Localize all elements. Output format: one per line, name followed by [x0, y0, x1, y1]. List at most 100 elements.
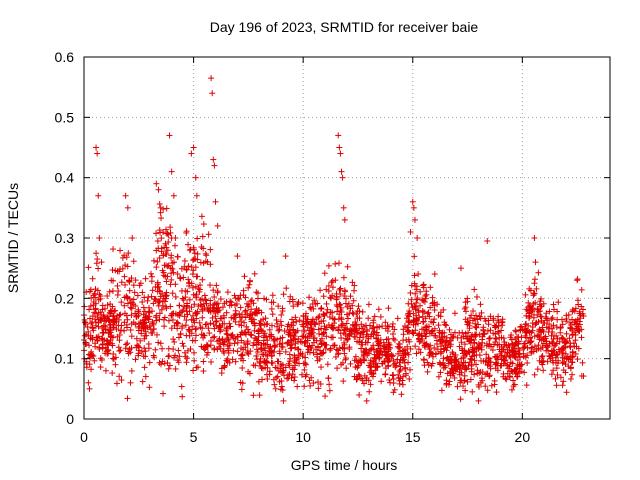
data-point [361, 372, 368, 379]
data-point [203, 321, 210, 328]
data-point [512, 327, 519, 334]
data-point [247, 348, 254, 355]
data-point [109, 287, 116, 294]
data-point-outlier [188, 150, 195, 157]
data-point [177, 275, 184, 282]
data-point [255, 339, 262, 346]
x-tick-label: 0 [80, 429, 88, 445]
data-point [90, 327, 97, 334]
data-point-outlier [166, 132, 173, 139]
data-point [207, 320, 214, 327]
data-point [145, 345, 152, 352]
data-point [373, 329, 380, 336]
data-point [232, 318, 239, 325]
data-point [218, 370, 225, 377]
data-point [530, 290, 537, 297]
data-point [133, 335, 140, 342]
data-point [163, 205, 170, 212]
data-point [464, 295, 471, 302]
data-point [458, 355, 465, 362]
data-point [447, 358, 454, 365]
data-point [89, 275, 96, 282]
data-point [109, 355, 116, 362]
data-point [512, 328, 519, 335]
data-point [274, 336, 281, 343]
data-point [427, 284, 434, 291]
data-point [132, 277, 139, 284]
data-point [139, 289, 146, 296]
data-point [93, 250, 100, 257]
data-point [310, 380, 317, 387]
data-point [189, 337, 196, 344]
data-point [157, 288, 164, 295]
data-point [186, 308, 193, 315]
data-point [444, 370, 451, 377]
data-point [439, 337, 446, 344]
data-point [194, 273, 201, 280]
data-point [107, 307, 114, 314]
data-point [293, 356, 300, 363]
data-point [555, 346, 562, 353]
data-point [183, 359, 190, 366]
data-point [351, 287, 358, 294]
data-point [277, 361, 284, 368]
data-point [464, 378, 471, 385]
data-point [165, 317, 172, 324]
data-point [376, 355, 383, 362]
data-point [142, 348, 149, 355]
data-point [567, 375, 574, 382]
data-point [326, 387, 333, 394]
data-point [266, 368, 273, 375]
data-point [363, 331, 370, 338]
data-point [150, 300, 157, 307]
data-point [296, 317, 303, 324]
data-point [286, 362, 293, 369]
data-point [251, 327, 258, 334]
data-point [190, 244, 197, 251]
data-point [157, 340, 164, 347]
data-point-outlier [341, 216, 348, 223]
data-point [238, 355, 245, 362]
data-point [199, 325, 206, 332]
x-tick-label: 15 [405, 429, 421, 445]
data-point [263, 333, 270, 340]
data-point [345, 315, 352, 322]
data-point [250, 342, 257, 349]
data-point [310, 349, 317, 356]
data-point [432, 351, 439, 358]
data-point [546, 323, 553, 330]
data-point [568, 321, 575, 328]
data-point [441, 333, 448, 340]
data-point [575, 345, 582, 352]
data-point [311, 297, 318, 304]
data-point [102, 344, 109, 351]
data-point [546, 308, 553, 315]
data-point [150, 257, 157, 264]
data-point [207, 282, 214, 289]
data-point [132, 356, 139, 363]
data-point [224, 289, 231, 296]
data-point [254, 356, 261, 363]
data-point [253, 352, 260, 359]
data-point [137, 337, 144, 344]
data-point [269, 292, 276, 299]
data-point [343, 365, 350, 372]
data-point [396, 377, 403, 384]
data-point [221, 320, 228, 327]
data-point [169, 316, 176, 323]
data-point [232, 335, 239, 342]
data-point [528, 306, 535, 313]
data-point-outlier [190, 144, 197, 151]
data-point [162, 240, 169, 247]
data-point-outlier [193, 192, 200, 199]
data-point [85, 342, 92, 349]
data-point [313, 316, 320, 323]
data-point [330, 342, 337, 349]
data-point [128, 312, 135, 319]
data-point-outlier [410, 204, 417, 211]
data-point-outlier [122, 192, 129, 199]
data-point [480, 326, 487, 333]
data-point [368, 345, 375, 352]
data-point [491, 381, 498, 388]
data-point [448, 331, 455, 338]
